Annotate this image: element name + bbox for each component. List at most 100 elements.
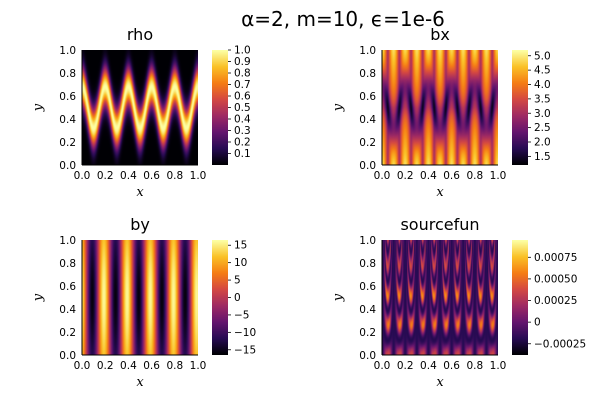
- colorbar: [512, 50, 528, 165]
- x-tick-label: 0.4: [120, 360, 137, 372]
- colorbar-tick-label: 3.5: [534, 93, 551, 105]
- x-tick-label: 0.4: [420, 360, 437, 372]
- y-tick-label: 0.2: [59, 327, 76, 339]
- colorbar-tick-label: 2.0: [534, 137, 551, 149]
- colorbar-tick-label: 1.0: [234, 45, 251, 57]
- colorbar: [512, 240, 528, 355]
- colorbar-tick-label: 0.4: [234, 114, 251, 126]
- colorbar-tick-label: 10: [234, 257, 247, 269]
- x-tick-label: 0.8: [166, 170, 183, 182]
- y-tick-label: 0.6: [59, 281, 76, 293]
- heatmap-bx: [382, 50, 498, 165]
- y-tick-label: 0.6: [359, 281, 376, 293]
- colorbar-tick-label: 15: [234, 240, 247, 252]
- x-tick-label: 1.0: [190, 170, 207, 182]
- x-tick-label: 1.0: [490, 170, 507, 182]
- y-tick-label: 0.8: [359, 258, 376, 270]
- x-tick-label: 0.0: [74, 360, 91, 372]
- colorbar-tick-label: 2.5: [534, 122, 551, 134]
- colorbar-tick-label: −5: [234, 309, 249, 321]
- colorbar-tick-label: 1.5: [534, 151, 551, 163]
- heatmap-rho: [82, 50, 198, 165]
- x-tick-label: 0.6: [443, 170, 460, 182]
- x-tick-label: 0.2: [97, 170, 114, 182]
- x-tick-label: 0.6: [443, 360, 460, 372]
- colorbar-tick-label: 0.6: [234, 91, 251, 103]
- y-tick-label: 0.0: [359, 160, 376, 172]
- colorbar-tick-label: 3.0: [534, 108, 551, 120]
- colorbar-tick-label: 5: [234, 275, 241, 287]
- y-axis-label: y: [31, 103, 46, 112]
- x-axis-label: x: [436, 375, 444, 390]
- y-axis-label: y: [31, 293, 46, 302]
- x-axis-label: x: [436, 185, 444, 200]
- colorbar-tick-label: 0: [234, 292, 241, 304]
- y-tick-label: 1.0: [59, 45, 76, 57]
- x-tick-label: 0.8: [466, 360, 483, 372]
- x-tick-label: 0.8: [466, 170, 483, 182]
- heatmap-sourcefun: [382, 240, 498, 355]
- colorbar-tick-label: −0.00025: [534, 338, 586, 350]
- colorbar-tick-label: 0.00050: [534, 273, 577, 285]
- colorbar-tick-label: 0.00075: [534, 252, 577, 264]
- heatmap-by: [82, 240, 198, 355]
- y-tick-label: 0.2: [59, 137, 76, 149]
- x-tick-label: 0.2: [97, 360, 114, 372]
- x-tick-label: 0.6: [143, 360, 160, 372]
- y-tick-label: 0.2: [359, 327, 376, 339]
- y-tick-label: 1.0: [359, 235, 376, 247]
- x-tick-label: 0.6: [143, 170, 160, 182]
- colorbar-tick-label: 4.5: [534, 65, 551, 77]
- colorbar-tick-label: 0.00025: [534, 295, 577, 307]
- panel-title: bx: [430, 25, 450, 44]
- y-tick-label: 0.4: [359, 114, 376, 126]
- y-tick-label: 0.6: [359, 91, 376, 103]
- x-tick-label: 1.0: [190, 360, 207, 372]
- y-tick-label: 0.0: [359, 350, 376, 362]
- colorbar-tick-label: 0.3: [234, 125, 251, 137]
- y-axis-label: y: [331, 293, 346, 302]
- x-tick-label: 0.4: [420, 170, 437, 182]
- panel-bx: bx 0.0 0.2 0.4 0.6 0.8 1.0 0.0 0.2 0.4 0.6 0.8 1.0 x y…: [331, 25, 551, 200]
- panel-rho: rho 0.0 0.2 0.4 0.6 0.8 1.0 0.0 0.2 0.4 0.6 0.8 1.0 x…: [31, 25, 251, 200]
- figure-title: α=2, m=10, ϵ=1e-6: [241, 7, 445, 31]
- panel-sourcefun: sourcefun 0.0 0.2 0.4 0.6 0.8 1.0 0.0 0.2 0.4 0.6 0…: [331, 215, 586, 390]
- colorbar-tick-label: −15: [234, 344, 256, 356]
- y-tick-label: 0.0: [59, 160, 76, 172]
- x-tick-label: 0.0: [374, 360, 391, 372]
- y-tick-label: 0.0: [59, 350, 76, 362]
- y-tick-label: 0.8: [59, 258, 76, 270]
- colorbar-tick-label: 0: [534, 317, 541, 329]
- y-tick-label: 0.4: [59, 304, 76, 316]
- panel-title: rho: [127, 25, 153, 44]
- y-tick-label: 0.8: [359, 68, 376, 80]
- y-tick-label: 0.6: [59, 91, 76, 103]
- y-tick-label: 1.0: [359, 45, 376, 57]
- y-axis-label: y: [331, 103, 346, 112]
- colorbar-tick-label: 4.0: [534, 79, 551, 91]
- colorbar-tick-label: 0.1: [234, 148, 251, 160]
- y-tick-label: 1.0: [59, 235, 76, 247]
- colorbar-tick-label: 0.9: [234, 56, 251, 68]
- colorbar-tick-label: 0.5: [234, 102, 251, 114]
- x-tick-label: 0.4: [120, 170, 137, 182]
- y-tick-label: 0.4: [59, 114, 76, 126]
- colorbar: [212, 50, 228, 165]
- x-tick-label: 0.2: [397, 360, 414, 372]
- panel-title: sourcefun: [400, 215, 479, 234]
- colorbar-tick-label: −10: [234, 327, 256, 339]
- y-tick-label: 0.4: [359, 304, 376, 316]
- y-tick-label: 0.8: [59, 68, 76, 80]
- x-tick-label: 0.2: [397, 170, 414, 182]
- panel-title: by: [130, 215, 150, 234]
- x-tick-label: 1.0: [490, 360, 507, 372]
- colorbar-tick-label: 0.7: [234, 79, 251, 91]
- colorbar-tick-label: 0.2: [234, 137, 251, 149]
- x-tick-label: 0.0: [374, 170, 391, 182]
- x-tick-label: 0.0: [74, 170, 91, 182]
- colorbar: [212, 240, 228, 355]
- colorbar-tick-label: 5.0: [534, 50, 551, 62]
- x-axis-label: x: [136, 185, 144, 200]
- colorbar-tick-label: 0.8: [234, 68, 251, 80]
